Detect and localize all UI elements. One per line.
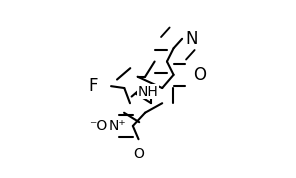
Text: NH: NH <box>137 85 158 99</box>
Text: ⁻O: ⁻O <box>90 119 108 133</box>
Text: O: O <box>133 147 144 161</box>
Text: N: N <box>186 30 198 48</box>
Text: O: O <box>193 66 206 84</box>
Text: F: F <box>89 77 98 95</box>
Text: N⁺: N⁺ <box>109 119 127 133</box>
